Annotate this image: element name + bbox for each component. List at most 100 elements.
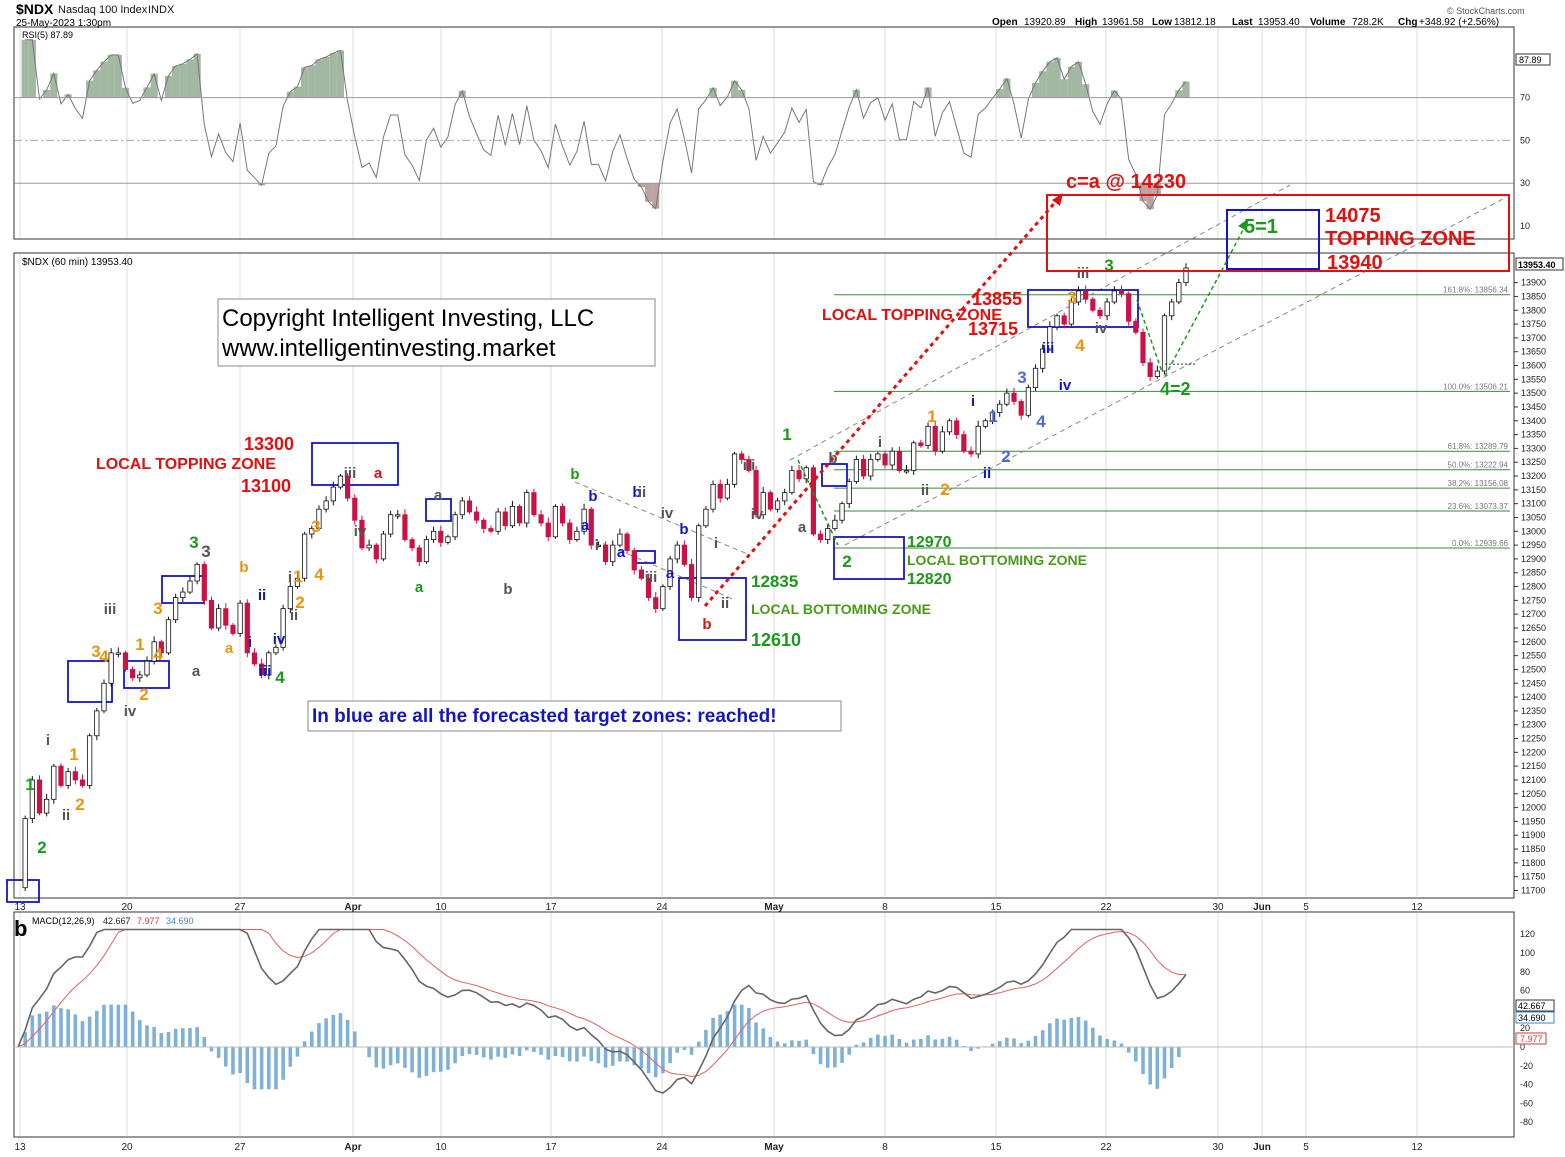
macd-hist-bar-146 [1062, 1019, 1066, 1047]
bar-body-131 [954, 420, 960, 435]
bar-body-75 [552, 506, 559, 538]
target-zone-7 [678, 577, 747, 641]
five-equals-one-label: 5=1 [1244, 216, 1278, 238]
macd-hist-bar-60 [446, 1047, 450, 1070]
bar-body-156 [1133, 320, 1139, 333]
bar-body-140 [1018, 401, 1024, 416]
macd-hist-bar-81 [596, 1047, 601, 1064]
macd-hist-bar-22 [173, 1028, 178, 1047]
macd-hist-bar-73 [539, 1047, 543, 1055]
local-top-2-high: 13855 [972, 289, 1022, 309]
macd-hist-bar-116 [847, 1047, 852, 1055]
wave-label-28: 3 [311, 517, 320, 536]
wave-label-13: 4 [153, 645, 163, 664]
bar-body-51 [380, 533, 387, 560]
chg-label: Chg [1398, 17, 1417, 28]
macd-hist-bar-150 [1091, 1027, 1095, 1047]
rsi-value: 87.89 [1519, 55, 1542, 65]
price-tick-12400: 12400 [1521, 692, 1546, 702]
price-tick-13300: 13300 [1521, 443, 1546, 453]
bar-body-147 [1068, 301, 1074, 325]
rsi-overbought-fill [301, 67, 309, 98]
bar-body-6 [58, 765, 64, 786]
macd-hist-bar-118 [861, 1042, 866, 1047]
macd-hist-bar-79 [582, 1047, 586, 1057]
bar-body-43 [323, 500, 329, 510]
copyright-line: Copyright Intelligent Investing, LLC [222, 305, 594, 332]
bar-body-155 [1126, 293, 1132, 322]
bar-body-116 [846, 481, 852, 505]
bar-body-37 [280, 608, 286, 648]
bar-body-89 [653, 597, 659, 610]
date-tick-7: May [764, 902, 784, 913]
target-zone-8 [821, 463, 848, 487]
macd-hist-bar-19 [152, 1027, 156, 1047]
high-label: High [1075, 17, 1097, 28]
bar-body-70 [516, 506, 523, 524]
bar-body-91 [667, 558, 673, 587]
wave-label-72: iv [1095, 320, 1108, 337]
fib-label-0: 161.8%: 13856.34 [1443, 286, 1508, 295]
macd-hist-bar-31 [238, 1047, 242, 1074]
bar-body-121 [882, 453, 888, 466]
macd-hist-bar-84 [618, 1047, 622, 1062]
date-tick-bottom-12: Jun [1253, 1142, 1271, 1153]
rsi-overbought-fill [1003, 78, 1011, 98]
wave-label-25: 1 [293, 567, 302, 586]
bar-body-134 [975, 425, 981, 455]
bar-body-85 [624, 533, 630, 552]
wave-label-42: a [617, 544, 626, 561]
bar-body-94 [688, 564, 695, 599]
macd-hist-bar-61 [453, 1047, 457, 1064]
macd-hist-bar-95 [696, 1041, 701, 1047]
rsi-overbought-fill [336, 50, 345, 98]
price-tick-13500: 13500 [1521, 388, 1546, 398]
stockcharts-brand: © StockCharts.com [1447, 6, 1525, 16]
rsi-overbought-fill [50, 73, 58, 98]
macd-hist-bar-144 [1048, 1023, 1052, 1047]
target-zone-9 [833, 536, 905, 580]
bar-body-135 [982, 420, 988, 427]
date-tick-bottom-5: 17 [545, 1142, 557, 1153]
bar-body-26 [201, 564, 207, 601]
rsi-overbought-fill [193, 53, 201, 98]
macd-hist-bar-156 [1134, 1047, 1138, 1062]
bar-body-41 [309, 528, 315, 535]
bar-body-95 [696, 525, 702, 599]
macd-hist-bar-55 [410, 1047, 414, 1073]
bar-body-74 [545, 522, 551, 538]
price-tick-12600: 12600 [1521, 637, 1546, 647]
macd-value: 42.667 [103, 916, 131, 926]
macd-hist-bar-36 [274, 1047, 278, 1090]
bar-body-55 [409, 539, 415, 549]
volume-label: Volume [1310, 17, 1346, 28]
bar-body-25 [194, 564, 200, 582]
macd-hist-bar-87 [639, 1047, 644, 1069]
rsi-overbought-fill [1067, 66, 1075, 98]
topping-zone-low: 13940 [1327, 252, 1383, 274]
bar-body-105 [767, 492, 773, 510]
bar-body-120 [875, 453, 881, 460]
macd-hist-bar-145 [1055, 1018, 1059, 1047]
macd-hist-bar-46 [345, 1019, 350, 1047]
macd-hist-bar-68 [503, 1047, 508, 1058]
macd-hist-bar-128 [933, 1039, 938, 1047]
bar-body-145 [1054, 315, 1060, 328]
macd-hist-bar-49 [367, 1047, 371, 1058]
rsi-panel [13, 26, 1515, 240]
topping-zone-high: 14075 [1325, 205, 1381, 227]
macd-hist-bar-62 [460, 1047, 465, 1057]
macd-hist-bar-155 [1126, 1047, 1131, 1053]
wave-label-71: 3 [1104, 256, 1113, 275]
wave-label-21: iii [259, 663, 272, 680]
bar-body-50 [373, 544, 379, 560]
date-tick-bottom-13: 5 [1303, 1142, 1309, 1153]
price-panel [13, 252, 1515, 899]
bar-body-48 [359, 519, 365, 549]
rsi-axis: 70 50 30 10 [14, 93, 1530, 231]
bar-body-100 [731, 453, 738, 485]
macd-hist-bar-1 [23, 1032, 27, 1047]
macd-hist-bar-38 [288, 1047, 293, 1067]
macd-hist-bar-148 [1076, 1016, 1081, 1047]
